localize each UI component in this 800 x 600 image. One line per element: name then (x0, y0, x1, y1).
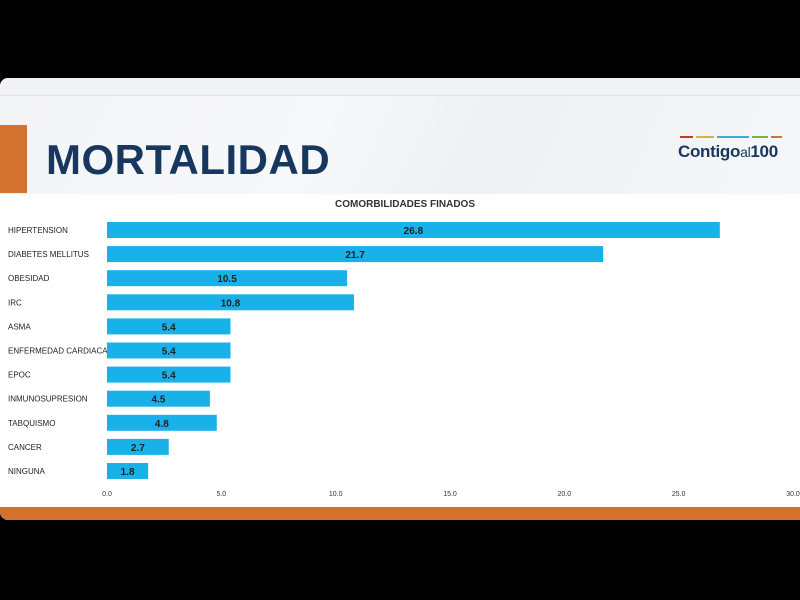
bar (107, 390, 210, 407)
bar (107, 246, 604, 263)
data-label: 21.7 (345, 250, 365, 261)
category-label: HIPERTENSION (8, 226, 68, 235)
data-label: 5.4 (162, 347, 176, 358)
x-tick-label: 25.0 (672, 491, 686, 498)
contigo-logo: Contigoal100 (678, 136, 782, 168)
bar (107, 270, 348, 287)
category-label: DIABETES MELLITUS (8, 250, 89, 259)
x-tick-label: 20.0 (558, 491, 572, 498)
bar (107, 463, 149, 479)
bottom-bar (0, 507, 800, 520)
category-label: INMUNOSUPRESION (8, 395, 88, 404)
category-label: TABQUISMO (8, 419, 55, 428)
data-label: 10.8 (221, 298, 241, 309)
logo-text: Contigoal100 (678, 142, 778, 161)
data-label: 4.8 (155, 419, 169, 430)
chart-title: COMORBILIDADES FINADOS (335, 199, 475, 210)
category-label: ASMA (8, 322, 31, 331)
logo-stripes (680, 136, 782, 138)
category-label: ENFERMEDAD CARDIACA (8, 347, 108, 356)
slide-header (0, 96, 800, 194)
bar (107, 294, 354, 311)
category-label: IRC (8, 298, 22, 307)
data-label: 2.7 (131, 443, 145, 454)
x-tick-label: 0.0 (102, 491, 112, 498)
data-label: 5.4 (162, 371, 176, 382)
category-label: CANCER (8, 443, 42, 452)
bar (107, 366, 231, 383)
bar (107, 318, 231, 335)
x-tick-label: 5.0 (216, 491, 226, 498)
x-tick-label: 10.0 (329, 491, 343, 498)
data-label: 5.4 (162, 322, 176, 333)
top-strip (0, 78, 800, 96)
data-label: 26.8 (404, 226, 424, 237)
bar (107, 342, 231, 359)
category-label: NINGUNA (8, 467, 46, 476)
data-label: 10.5 (217, 274, 237, 285)
x-tick-label: 30.0 (786, 491, 800, 498)
category-label: EPOC (8, 371, 31, 380)
data-label: 1.8 (121, 467, 135, 478)
bar (107, 222, 720, 238)
x-tick-label: 15.0 (443, 491, 457, 498)
accent-block (0, 125, 27, 193)
bar (107, 438, 169, 455)
category-label: OBESIDAD (8, 274, 50, 283)
data-label: 4.5 (151, 395, 165, 406)
page-title: MORTALIDAD (46, 136, 331, 183)
bar (107, 414, 217, 431)
